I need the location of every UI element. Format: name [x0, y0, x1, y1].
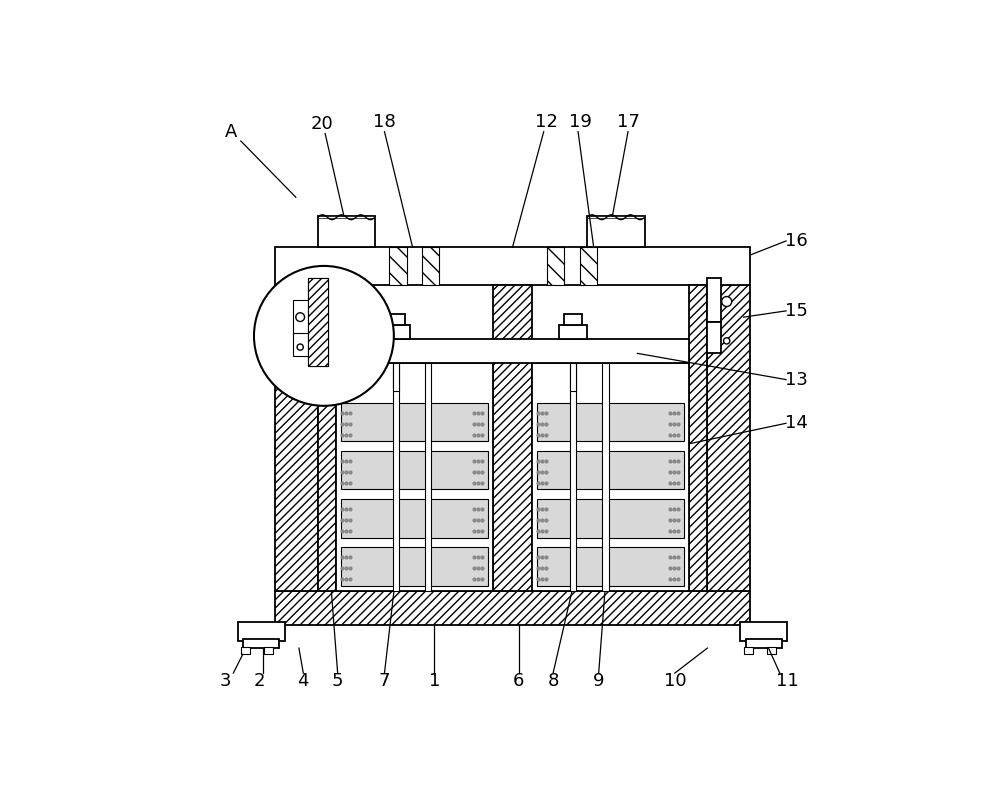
Text: 4: 4	[298, 672, 309, 690]
Bar	[293, 333, 308, 357]
Bar	[422, 247, 439, 285]
Bar	[318, 216, 375, 218]
Bar	[580, 247, 597, 285]
Circle shape	[722, 297, 732, 307]
Bar	[587, 216, 645, 218]
Bar	[241, 647, 250, 654]
Bar	[559, 325, 587, 339]
Bar	[341, 547, 488, 586]
Bar	[587, 216, 645, 247]
Bar	[570, 363, 576, 590]
Text: 12: 12	[535, 114, 558, 131]
Bar	[294, 294, 306, 325]
Bar	[493, 285, 532, 590]
Text: 14: 14	[785, 414, 808, 432]
Bar	[308, 278, 328, 366]
Bar	[264, 647, 273, 654]
Circle shape	[297, 344, 303, 350]
Text: A: A	[225, 122, 238, 140]
Bar	[293, 300, 308, 335]
Text: 20: 20	[311, 115, 333, 133]
Bar	[318, 216, 375, 247]
Bar	[532, 363, 689, 590]
Bar	[689, 285, 707, 590]
Bar	[746, 639, 782, 648]
Text: 10: 10	[664, 672, 686, 690]
Text: 5: 5	[332, 672, 343, 690]
Bar	[707, 285, 750, 590]
Text: 17: 17	[617, 114, 639, 131]
Bar	[707, 278, 721, 322]
Bar	[537, 499, 684, 538]
Text: 3: 3	[219, 672, 231, 690]
Bar	[275, 590, 750, 625]
Bar	[336, 339, 689, 363]
Bar	[341, 451, 488, 490]
Bar	[336, 363, 493, 590]
Bar	[547, 247, 564, 285]
Text: 11: 11	[776, 672, 799, 690]
Bar	[275, 285, 318, 590]
Bar	[537, 547, 684, 586]
Bar	[275, 247, 750, 285]
Text: 7: 7	[379, 672, 390, 690]
Text: 15: 15	[785, 302, 808, 320]
Text: 9: 9	[593, 672, 604, 690]
Text: 6: 6	[513, 672, 524, 690]
Bar	[341, 499, 488, 538]
Text: 18: 18	[373, 114, 396, 131]
Bar	[564, 314, 582, 325]
Bar	[570, 363, 576, 391]
Bar	[425, 363, 431, 590]
Circle shape	[296, 313, 305, 321]
Bar	[308, 278, 328, 366]
Bar	[767, 647, 776, 654]
Text: 1: 1	[429, 672, 440, 690]
Bar	[537, 403, 684, 441]
Bar	[744, 647, 753, 654]
Bar	[243, 639, 279, 648]
Circle shape	[724, 337, 730, 344]
Bar	[386, 314, 405, 325]
Bar	[294, 324, 306, 349]
Bar	[389, 247, 407, 285]
Bar	[318, 285, 336, 590]
Text: 13: 13	[785, 371, 808, 388]
Text: 8: 8	[547, 672, 559, 690]
Circle shape	[254, 266, 394, 406]
Bar	[393, 363, 399, 391]
Text: 2: 2	[254, 672, 265, 690]
Bar	[537, 451, 684, 490]
Bar	[381, 325, 410, 339]
Text: 16: 16	[785, 232, 808, 250]
Bar	[393, 363, 399, 590]
Text: 19: 19	[569, 114, 591, 131]
Bar	[707, 322, 721, 354]
Bar	[602, 363, 609, 590]
Bar	[341, 403, 488, 441]
Bar	[740, 622, 787, 641]
Bar	[238, 622, 285, 641]
